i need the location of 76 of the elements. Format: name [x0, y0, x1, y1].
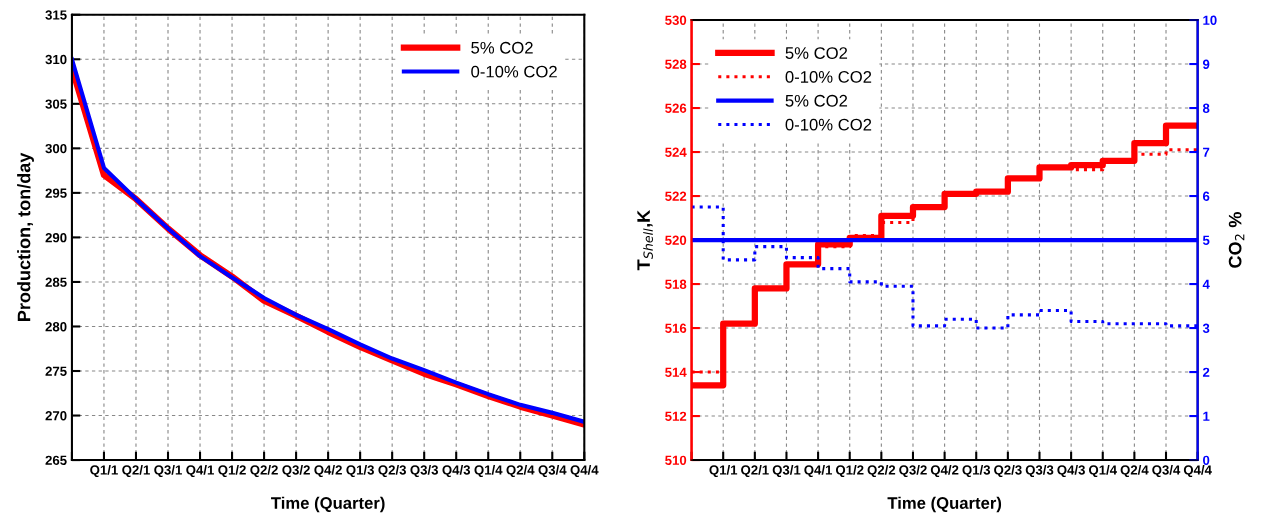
legend-label: 5% CO2 [785, 47, 848, 59]
legend-label: 5% CO2 [471, 41, 533, 54]
x-tick-label: Q3/1 [772, 464, 801, 478]
x-tick-label: Q3/2 [282, 464, 310, 478]
y-tick-label: 516 [665, 323, 687, 333]
y2-tick-label: 8 [1202, 103, 1210, 113]
x-tick-label: Q1/3 [962, 464, 991, 478]
y-tick-label: 285 [45, 277, 67, 287]
y-tick-label: 270 [45, 411, 67, 421]
y-tick-label: 265 [45, 455, 67, 465]
x-tick-label: Q1/1 [90, 464, 118, 478]
legend-label: 0-10% CO2 [471, 65, 557, 78]
y-tick-label: 520 [665, 235, 687, 245]
y2-tick-label: 1 [1203, 411, 1210, 421]
x-axis-title: Time (Quarter) [271, 496, 385, 513]
x-tick-label: Q2/4 [1120, 464, 1149, 478]
y2-tick-label: 6 [1202, 191, 1210, 201]
y-tick-label: 522 [665, 191, 687, 201]
y-tick-label: 305 [45, 99, 67, 109]
x-tick-label: Q1/3 [346, 464, 374, 478]
y-tick-label: 512 [665, 411, 687, 421]
y-tick-label: 530 [665, 15, 687, 25]
x-tick-label: Q2/1 [122, 464, 150, 478]
y-tick-label: 528 [665, 59, 687, 69]
x-tick-label: Q3/4 [538, 464, 567, 478]
y-axis-title: T$_{Shell}$,K [637, 209, 653, 271]
y2-tick-label: 10 [1203, 15, 1217, 25]
y-tick-label: 275 [45, 366, 67, 376]
x-tick-label: Q4/2 [314, 464, 342, 478]
y-tick-label: 526 [665, 103, 687, 113]
legend-label: 0-10% CO2 [785, 118, 872, 131]
x-tick-label: Q2/1 [741, 464, 769, 478]
x-tick-label: Q4/3 [1057, 464, 1085, 478]
y-tick-label: 295 [45, 188, 67, 198]
y2-tick-label: 4 [1202, 279, 1210, 289]
y2-tick-label: 2 [1202, 367, 1210, 377]
x-tick-label: Q4/4 [1183, 464, 1212, 478]
x-tick-label: Q3/3 [410, 464, 439, 478]
x-tick-label: Q3/3 [1025, 464, 1054, 478]
x-tick-label: Q2/2 [867, 464, 896, 478]
x-tick-label: Q1/1 [709, 464, 738, 478]
x-tick-label: Q1/2 [835, 464, 864, 478]
y-tick-label: 310 [45, 54, 67, 65]
y-tick-label: 290 [45, 232, 67, 243]
y2-tick-label: 5 [1202, 235, 1210, 245]
x-tick-label: Q4/4 [570, 464, 599, 478]
x-tick-label: Q2/2 [250, 464, 278, 478]
y2-tick-label: 3 [1202, 323, 1210, 333]
legend-label: 0-10% CO2 [785, 71, 872, 83]
y-tick-label: 510 [665, 455, 687, 465]
y2-tick-label: 0 [1203, 455, 1210, 465]
y2-tick-label: 7 [1203, 147, 1210, 157]
y-tick-label: 524 [665, 147, 687, 157]
y-tick-label: 315 [45, 10, 67, 20]
x-tick-label: Q1/4 [1088, 464, 1117, 478]
x-tick-label: Q4/3 [442, 464, 471, 478]
x-tick-label: Q4/2 [930, 464, 959, 478]
x-tick-label: Q1/4 [474, 464, 503, 478]
x-tick-label: Q4/1 [186, 464, 214, 478]
x-tick-label: Q2/3 [378, 464, 406, 478]
x-tick-label: Q2/4 [506, 464, 535, 478]
x-tick-label: Q2/3 [994, 464, 1022, 478]
y-tick-label: 514 [665, 367, 687, 377]
x-tick-label: Q3/2 [899, 464, 927, 478]
y-axis-title: Production, ton/day [17, 152, 34, 321]
x-axis-title: Time (Quarter) [887, 496, 1002, 513]
y-tick-label: 300 [45, 143, 67, 154]
y-tick-label: 518 [665, 279, 687, 289]
y-tick-label: 280 [45, 322, 67, 332]
y2-tick-label: 9 [1202, 59, 1210, 69]
x-tick-label: Q1/2 [218, 464, 246, 478]
x-tick-label: Q3/4 [1152, 464, 1181, 478]
legend-label: 5% CO2 [785, 94, 848, 107]
x-tick-label: Q3/1 [154, 464, 182, 478]
y2-axis-title: CO$_{2}$ % [1228, 212, 1245, 268]
x-tick-label: Q4/1 [804, 464, 833, 478]
